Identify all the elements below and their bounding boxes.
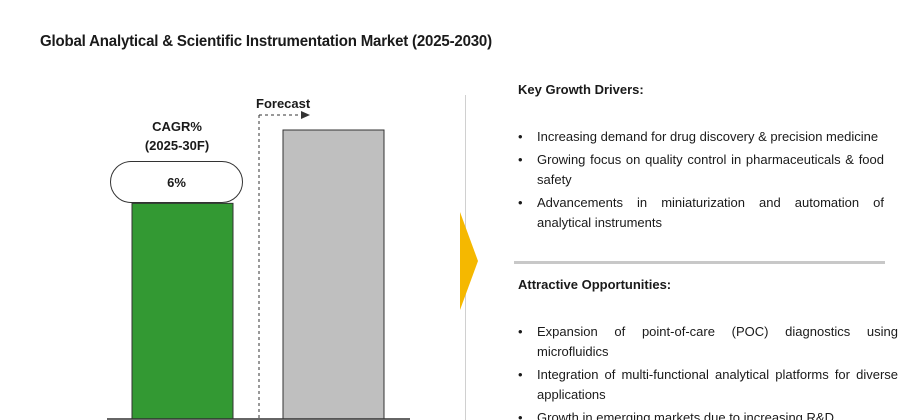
forecast-arrow-head-icon: [301, 111, 310, 119]
drivers-list: Increasing demand for drug discovery & p…: [518, 127, 884, 236]
cagr-label: CAGR% (2025-30F): [112, 117, 242, 155]
list-item: Increasing demand for drug discovery & p…: [518, 127, 884, 147]
cagr-label-text: CAGR%: [152, 119, 202, 134]
list-item: Advancements in miniaturization and auto…: [518, 193, 884, 233]
list-item: Growth in emerging markets due to increa…: [518, 408, 898, 420]
list-item: Growing focus on quality control in phar…: [518, 150, 884, 190]
list-item: Expansion of point-of-care (POC) diagnos…: [518, 322, 898, 362]
page-title: Global Analytical & Scientific Instrumen…: [40, 33, 492, 50]
chevron-right-icon: [460, 212, 478, 310]
opportunities-list: Expansion of point-of-care (POC) diagnos…: [518, 322, 898, 420]
drivers-heading: Key Growth Drivers:: [518, 82, 644, 97]
opportunities-heading: Attractive Opportunities:: [518, 277, 672, 292]
cagr-period-text: (2025-30F): [144, 138, 210, 153]
section-divider: [514, 261, 885, 264]
bar-2025: [131, 202, 234, 420]
bar-2030F: [282, 129, 385, 420]
cagr-value-badge: 6%: [110, 161, 243, 203]
forecast-label: Forecast: [256, 96, 311, 111]
list-item: Integration of multi-functional analytic…: [518, 365, 898, 405]
market-bar-chart: [107, 111, 410, 420]
